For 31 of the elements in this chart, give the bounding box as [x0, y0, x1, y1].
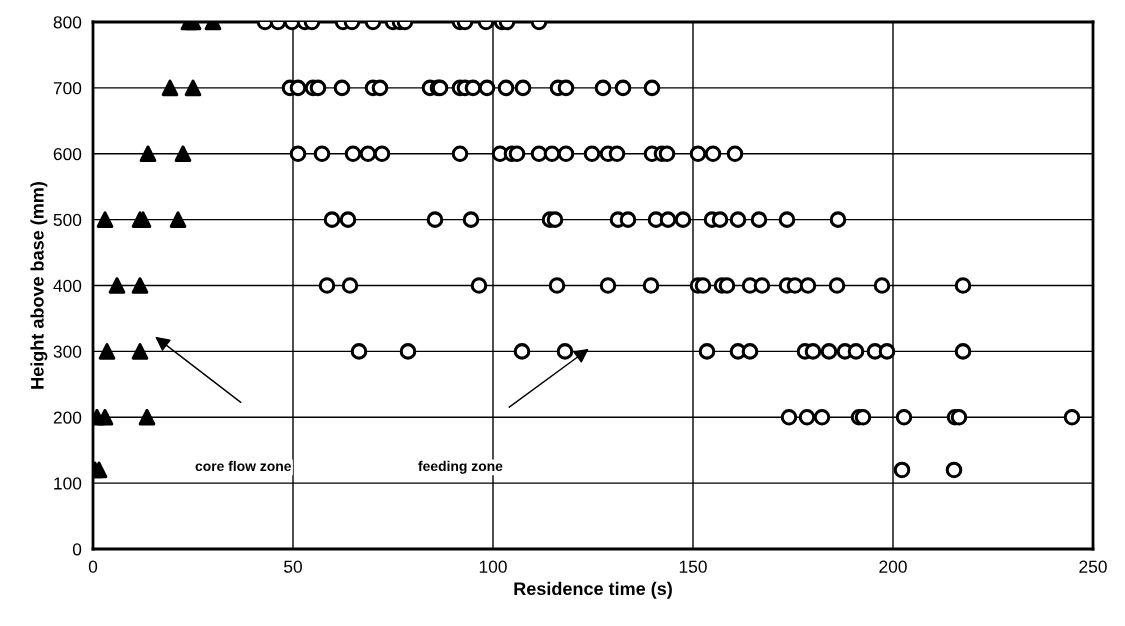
- y-tick-label: 800: [53, 16, 82, 29]
- point: [131, 277, 149, 294]
- y-tick-label: 400: [53, 279, 82, 292]
- x-tick-label: 250: [1079, 560, 1107, 573]
- y-tick-label: 200: [53, 411, 82, 424]
- x-axis-title: Residence time (s): [514, 581, 672, 599]
- y-tick-label: 100: [54, 477, 82, 490]
- x-tick-label: 100: [479, 560, 507, 573]
- x-tick-label: 0: [88, 560, 98, 573]
- point: [169, 211, 187, 228]
- point: [98, 343, 116, 360]
- point: [161, 79, 179, 97]
- y-axis-title: Height above base (mm): [30, 182, 48, 389]
- point: [108, 277, 126, 294]
- point: [184, 79, 202, 97]
- y-tick-label: 600: [53, 147, 82, 161]
- point: [131, 343, 149, 360]
- x-tick-label: 150: [679, 560, 707, 573]
- annotation: feeding zone: [418, 460, 503, 474]
- point: [138, 408, 156, 426]
- y-tick-label: 0: [72, 543, 82, 556]
- x-tick-label: 200: [879, 560, 907, 573]
- y-tick-label: 700: [53, 82, 82, 95]
- y-tick-label: 300: [53, 345, 82, 358]
- point: [96, 211, 114, 228]
- point: [96, 408, 114, 426]
- point: [139, 145, 157, 163]
- point: [174, 145, 192, 163]
- annotation: core flow zone: [195, 460, 291, 472]
- x-tick-label: 50: [284, 560, 302, 573]
- y-tick-label: 500: [53, 213, 82, 227]
